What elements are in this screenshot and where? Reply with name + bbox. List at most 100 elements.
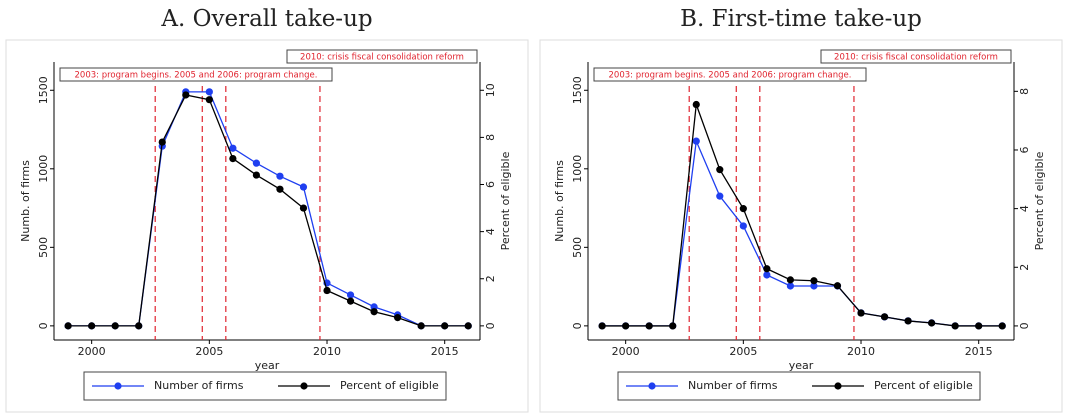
y2-axis-label: Percent of eligible — [1033, 151, 1046, 250]
y-tick-label: 0 — [37, 322, 50, 329]
legend-box — [83, 371, 447, 401]
data-point — [739, 205, 747, 213]
legend-marker — [648, 382, 656, 390]
data-point — [441, 322, 449, 330]
legend-label: Percent of eligible — [874, 379, 973, 392]
y-tick-label: 1500 — [37, 76, 50, 104]
data-point — [716, 192, 724, 200]
legend-box — [617, 371, 981, 401]
annotation: 2003: program begins. 2005 and 2006: pro… — [75, 71, 318, 81]
annotation-box — [286, 49, 478, 64]
data-point — [182, 91, 190, 99]
data-point — [252, 159, 261, 167]
data-point — [880, 313, 889, 321]
data-point — [763, 271, 771, 279]
x-axis-label: year — [789, 359, 814, 372]
data-point — [229, 144, 237, 152]
y2-tick-label: 0 — [1018, 322, 1031, 329]
data-point — [252, 171, 261, 179]
panel: B. First-time take-up 0 500 1000 1500 0 2 4 6 8 20… — [539, 6, 1063, 413]
annotation: 2003: program begins. 2005 and 2006: pro… — [609, 71, 852, 81]
y-axis-label: Numb. of firms — [19, 160, 32, 242]
panel-frame — [539, 39, 1063, 413]
panel-frame — [5, 39, 529, 413]
data-point — [299, 183, 308, 191]
data-point — [786, 276, 795, 284]
x-tick-label: 2015 — [431, 345, 459, 358]
x-tick-label: 2005 — [195, 345, 223, 358]
legend-label: Number of firms — [688, 379, 778, 392]
annotation-box — [59, 67, 333, 82]
data-point — [299, 204, 308, 212]
data-point — [998, 322, 1006, 330]
y-tick-label: 1000 — [37, 155, 50, 183]
data-point — [786, 282, 795, 290]
legend-marker — [834, 382, 842, 390]
data-point — [928, 319, 936, 327]
data-point — [370, 308, 378, 316]
data-point — [692, 100, 700, 109]
y-tick-label: 500 — [571, 237, 584, 258]
data-point — [810, 277, 818, 285]
x-axis-label: year — [255, 359, 280, 372]
annotation: 2010: crisis fiscal consolidation reform — [834, 53, 998, 63]
series-line — [602, 104, 1003, 327]
annotation-box — [820, 49, 1012, 64]
x-tick-label: 2000 — [78, 345, 106, 358]
data-point — [276, 172, 284, 180]
y2-tick-label: 8 — [1018, 88, 1031, 95]
data-point — [833, 282, 842, 290]
x-tick-label: 2015 — [965, 345, 993, 358]
data-point — [346, 297, 355, 305]
data-point — [64, 322, 72, 330]
y2-tick-label: 2 — [484, 275, 497, 282]
annotation: 2010: crisis fiscal consolidation reform — [300, 53, 464, 63]
series-line — [68, 94, 469, 327]
data-point — [346, 291, 355, 299]
y2-tick-label: 0 — [484, 322, 497, 329]
data-point — [158, 138, 166, 146]
data-point — [951, 322, 959, 330]
data-point — [205, 96, 213, 104]
x-tick-label: 2010 — [847, 345, 875, 358]
data-point — [394, 314, 402, 322]
legend-label: Number of firms — [154, 379, 244, 392]
data-point — [205, 88, 213, 96]
legend-label: Percent of eligible — [340, 379, 439, 392]
data-point — [716, 166, 724, 174]
data-point — [135, 322, 143, 330]
y-axis-label: Numb. of firms — [553, 160, 566, 242]
y2-tick-label: 8 — [484, 134, 497, 141]
panel-title: A. Overall take-up — [160, 6, 372, 32]
data-point — [669, 322, 677, 330]
x-tick-label: 2005 — [729, 345, 757, 358]
data-point — [276, 185, 284, 193]
data-point — [111, 322, 119, 330]
data-point — [739, 222, 747, 230]
panel-title: B. First-time take-up — [680, 6, 922, 32]
data-point — [763, 265, 771, 273]
data-point — [417, 322, 425, 330]
data-point — [645, 322, 653, 330]
y2-tick-label: 6 — [484, 181, 497, 188]
legend-marker — [300, 382, 308, 390]
y2-tick-label: 10 — [484, 83, 497, 97]
annotation-box — [593, 67, 867, 82]
y2-axis-label: Percent of eligible — [499, 151, 512, 250]
data-point — [975, 322, 983, 330]
y2-tick-label: 2 — [1018, 264, 1031, 271]
data-point — [229, 154, 237, 163]
data-point — [692, 137, 700, 145]
data-point — [857, 309, 865, 317]
data-point — [622, 322, 630, 330]
y-tick-label: 500 — [37, 237, 50, 258]
y2-tick-label: 4 — [484, 228, 497, 235]
y-tick-label: 1500 — [571, 76, 584, 104]
legend-marker — [114, 382, 122, 390]
y-tick-label: 1000 — [571, 155, 584, 183]
y2-tick-label: 4 — [1018, 205, 1031, 212]
data-point — [464, 322, 472, 330]
data-point — [810, 282, 818, 290]
x-tick-label: 2010 — [313, 345, 341, 358]
